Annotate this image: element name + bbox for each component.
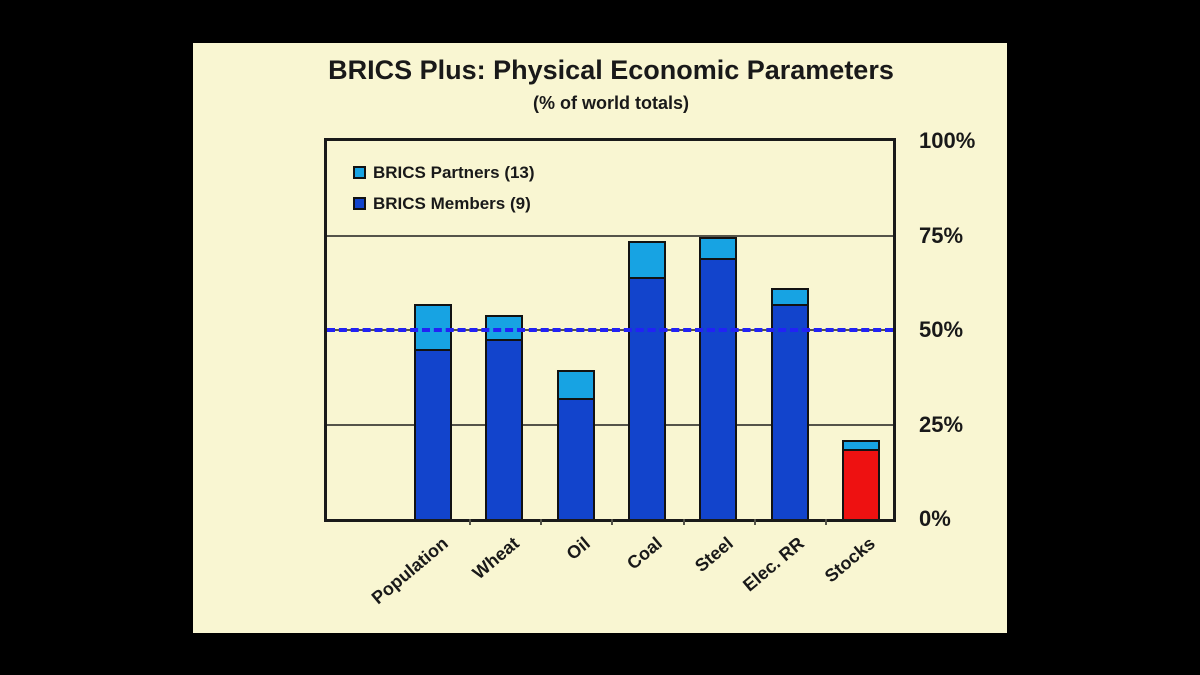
bar-oil (556, 370, 595, 519)
bar-segment-members-wheat (487, 339, 521, 519)
bar-segment-members-elec-rr (772, 304, 807, 519)
gridline-25 (327, 423, 893, 426)
bar-segment-members-steel (701, 258, 735, 519)
plot-area: BRICS Partners (13) BRICS Members (9) Pop… (324, 128, 975, 608)
gridline-75 (327, 234, 893, 237)
y-tick-0: 0% (919, 506, 951, 531)
x-label-steel: Steel (691, 533, 737, 576)
x-label-population: Population (367, 533, 452, 609)
chart-subtitle: (% of world totals) (533, 93, 689, 113)
x-label-wheat: Wheat (468, 533, 523, 584)
bar-elec-rr (770, 288, 809, 519)
x-label-oil: Oil (563, 533, 595, 564)
bar-wheat (485, 315, 523, 519)
x-label-coal: Coal (623, 533, 666, 574)
legend-swatch-icon (353, 197, 366, 210)
legend-label: BRICS Partners (13) (373, 163, 535, 182)
chart-legend: BRICS Partners (13) BRICS Members (9) (353, 163, 535, 225)
x-label-stocks: Stocks (821, 533, 880, 587)
bar-segment-members-population (416, 349, 450, 519)
bar-stocks (841, 440, 880, 519)
y-tick-25: 25% (919, 411, 964, 437)
chart-title: BRICS Plus: Physical Economic Parameters (328, 55, 894, 85)
x-axis-tick (825, 519, 827, 525)
legend-item-brics-members-9: BRICS Members (9) (353, 194, 535, 213)
bar-coal (628, 241, 666, 519)
slide: BRICS Plus: Physical Economic Parameters… (193, 43, 1007, 633)
y-tick-100: 100% (919, 128, 976, 153)
bar-segment-members-stocks (843, 449, 878, 519)
x-axis-tick (682, 519, 685, 525)
x-axis-tick (753, 519, 756, 525)
legend-item-brics-partners-13: BRICS Partners (13) (353, 163, 535, 182)
reference-line-50pct (327, 328, 893, 332)
x-axis-tick (539, 519, 542, 525)
bar-steel (699, 237, 737, 519)
x-label-elec-rr: Elec. RR (739, 533, 809, 596)
bar-segment-members-coal (630, 277, 664, 519)
y-tick-50: 50% (919, 317, 964, 342)
bar-population (414, 304, 452, 519)
legend-swatch-icon (353, 166, 366, 179)
x-axis-tick (468, 519, 471, 525)
legend-label: BRICS Members (9) (373, 194, 531, 213)
x-axis-tick (611, 519, 614, 525)
bar-segment-members-oil (558, 398, 593, 519)
y-tick-75: 75% (919, 222, 964, 248)
